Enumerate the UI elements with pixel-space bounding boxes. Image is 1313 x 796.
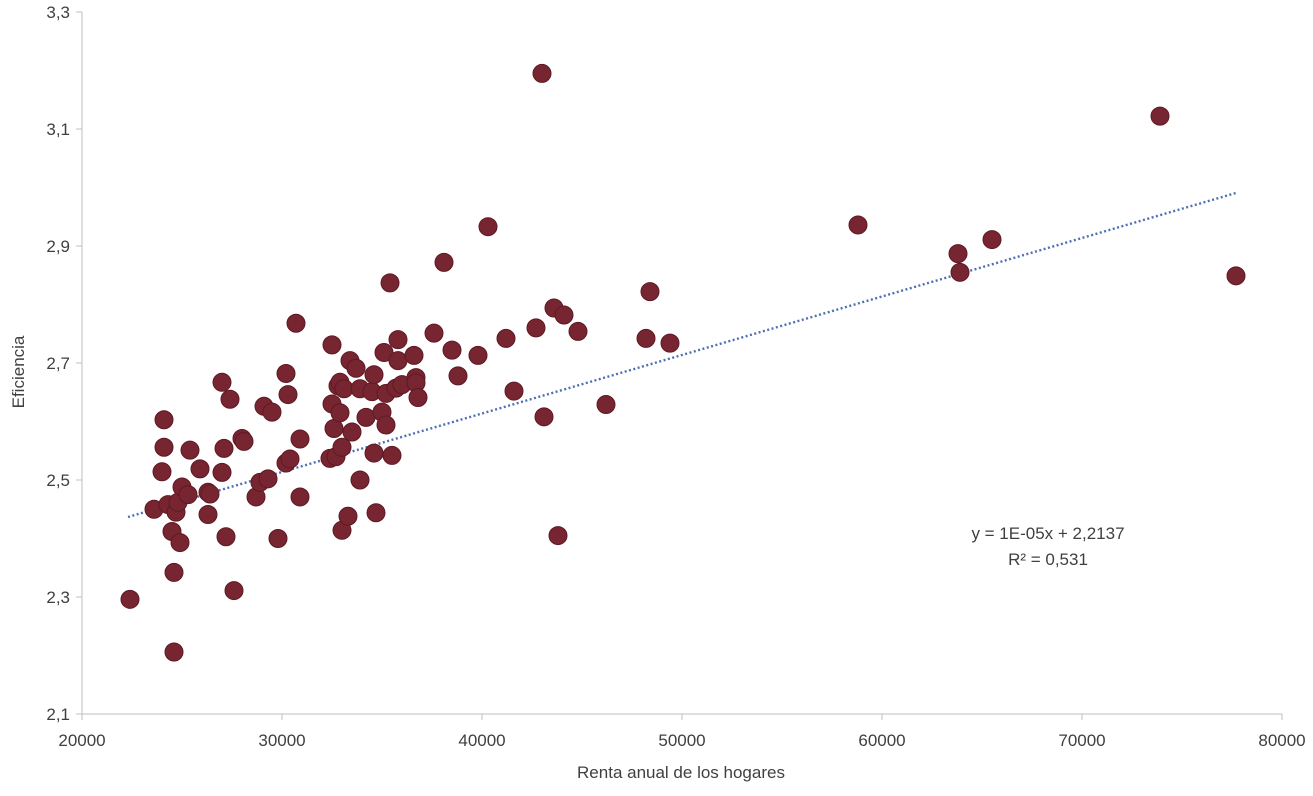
- data-point: [434, 252, 454, 272]
- data-point: [200, 484, 220, 504]
- data-points: [120, 63, 1246, 662]
- data-point: [596, 395, 616, 415]
- data-point: [408, 388, 428, 408]
- chart-text: Renta anual de los hogares Eficiencia y …: [9, 335, 1125, 782]
- data-point: [496, 328, 516, 348]
- data-point: [380, 273, 400, 293]
- trendline-layer: [127, 191, 1239, 519]
- data-point: [388, 351, 408, 371]
- data-point: [382, 445, 402, 465]
- data-point: [374, 342, 394, 362]
- data-point: [526, 318, 546, 338]
- data-point: [424, 323, 444, 343]
- x-tick-label: 50000: [658, 731, 705, 750]
- data-point: [982, 230, 1002, 250]
- data-point: [212, 462, 232, 482]
- y-tick-label: 2,1: [46, 705, 70, 724]
- data-point: [330, 403, 350, 423]
- data-point: [848, 215, 868, 235]
- y-tick-label: 2,7: [46, 354, 70, 373]
- trendline-equation: y = 1E-05x + 2,2137: [971, 524, 1124, 543]
- data-point: [152, 462, 172, 482]
- data-point: [214, 438, 234, 458]
- data-point: [468, 345, 488, 365]
- data-point: [262, 402, 282, 422]
- data-point: [350, 470, 370, 490]
- data-point: [322, 335, 342, 355]
- y-tick-label: 3,3: [46, 3, 70, 22]
- data-point: [180, 440, 200, 460]
- data-point: [234, 431, 254, 451]
- data-point: [404, 345, 424, 365]
- tick-labels: 2,1 2,3 2,5 2,7 2,9 3,1 3,3 20000 30000 40000 5000…: [46, 3, 1305, 750]
- data-point: [950, 262, 970, 282]
- data-point: [1150, 106, 1170, 126]
- data-point: [278, 385, 298, 405]
- data-point: [342, 422, 362, 442]
- data-point: [276, 364, 296, 384]
- data-point: [478, 217, 498, 237]
- data-point: [376, 415, 396, 435]
- x-tick-label: 80000: [1258, 731, 1305, 750]
- data-point: [636, 328, 656, 348]
- data-point: [346, 358, 366, 378]
- data-point: [120, 589, 140, 609]
- x-tick-label: 70000: [1058, 731, 1105, 750]
- data-point: [216, 527, 236, 547]
- x-tick-label: 40000: [458, 731, 505, 750]
- x-tick-label: 20000: [58, 731, 105, 750]
- data-point: [290, 487, 310, 507]
- data-point: [356, 407, 376, 427]
- trendline: [127, 191, 1239, 519]
- x-axis-title: Renta anual de los hogares: [577, 763, 785, 782]
- data-point: [290, 429, 310, 449]
- data-point: [366, 503, 386, 523]
- x-tick-label: 30000: [258, 731, 305, 750]
- data-point: [224, 581, 244, 601]
- data-point: [548, 526, 568, 546]
- data-point: [212, 372, 232, 392]
- data-point: [280, 449, 300, 469]
- data-point: [448, 366, 468, 386]
- data-point: [178, 485, 198, 505]
- y-tick-label: 2,5: [46, 471, 70, 490]
- y-axis-title: Eficiencia: [9, 335, 28, 408]
- data-point: [286, 313, 306, 333]
- data-point: [258, 469, 278, 489]
- data-point: [442, 340, 462, 360]
- trendline-r-squared: R² = 0,531: [1008, 550, 1088, 569]
- data-point: [640, 282, 660, 302]
- data-point: [1226, 266, 1246, 286]
- data-point: [504, 381, 524, 401]
- data-point: [334, 379, 354, 399]
- data-point: [268, 529, 288, 548]
- y-tick-label: 2,9: [46, 237, 70, 256]
- data-point: [332, 437, 352, 457]
- data-point: [164, 642, 184, 662]
- data-point: [364, 365, 384, 385]
- data-point: [364, 443, 384, 463]
- data-point: [532, 63, 552, 83]
- data-point: [198, 505, 218, 525]
- data-point: [190, 459, 210, 479]
- y-tick-label: 2,3: [46, 588, 70, 607]
- data-point: [568, 321, 588, 341]
- data-point: [164, 562, 184, 582]
- axes: [76, 11, 1283, 720]
- data-point: [660, 333, 680, 353]
- x-tick-label: 60000: [858, 731, 905, 750]
- data-point: [154, 437, 174, 457]
- y-tick-label: 3,1: [46, 120, 70, 139]
- data-point: [388, 330, 408, 350]
- data-point: [170, 533, 190, 553]
- data-point: [534, 407, 554, 427]
- data-point: [154, 410, 174, 430]
- data-point: [220, 389, 240, 409]
- data-point: [948, 244, 968, 264]
- data-point: [338, 506, 358, 526]
- data-point: [554, 305, 574, 325]
